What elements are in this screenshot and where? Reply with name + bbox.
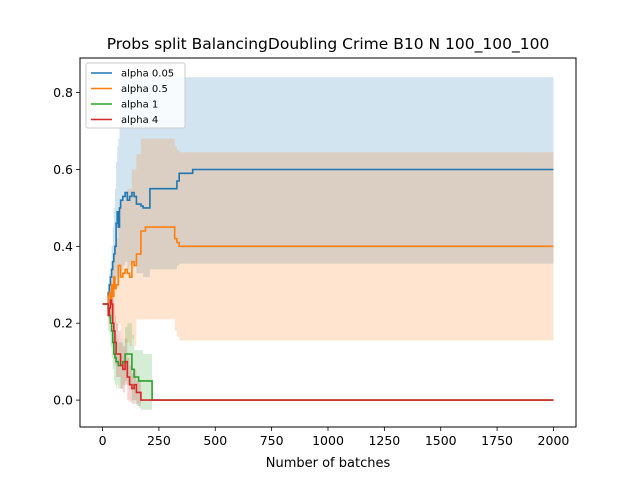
x-tick-label: 0 — [99, 433, 107, 448]
legend-label: alpha 0.05 — [121, 69, 174, 80]
line-series-1 — [102, 226, 554, 305]
y-tick-label: 0.4 — [53, 239, 73, 254]
x-axis: 0 250 500 750 1000 1250 1500 1750 2000 — [99, 427, 570, 448]
x-tick-label: 2000 — [538, 433, 570, 448]
x-tick-label: 250 — [147, 433, 171, 448]
x-tick-label: 750 — [260, 433, 284, 448]
line-series-0 — [102, 168, 554, 305]
series-lines — [102, 168, 554, 401]
legend: alpha 0.05 alpha 0.5 alpha 1 alpha 4 — [85, 62, 186, 129]
legend-label: alpha 1 — [121, 100, 158, 111]
chart-title: Probs split BalancingDoubling Crime B10 … — [107, 35, 550, 54]
line-series-3 — [102, 299, 554, 401]
y-axis: 0.0 0.2 0.4 0.6 0.8 — [53, 85, 80, 408]
x-axis-label: Number of batches — [266, 456, 391, 471]
x-tick-label: 1500 — [425, 433, 457, 448]
legend-label: alpha 4 — [121, 115, 158, 126]
y-tick-label: 0.0 — [53, 393, 73, 408]
legend-box — [85, 62, 186, 129]
y-tick-label: 0.8 — [53, 85, 73, 100]
band-series-2 — [102, 296, 554, 410]
band-series-0 — [102, 77, 554, 304]
x-tick-label: 500 — [203, 433, 227, 448]
y-tick-label: 0.2 — [53, 316, 73, 331]
y-tick-label: 0.6 — [53, 162, 73, 177]
band-series-1 — [102, 138, 554, 347]
x-tick-label: 1000 — [312, 433, 344, 448]
legend-label: alpha 0.5 — [121, 84, 168, 95]
x-tick-label: 1750 — [481, 433, 513, 448]
confidence-bands — [102, 77, 554, 410]
x-tick-label: 1250 — [368, 433, 400, 448]
